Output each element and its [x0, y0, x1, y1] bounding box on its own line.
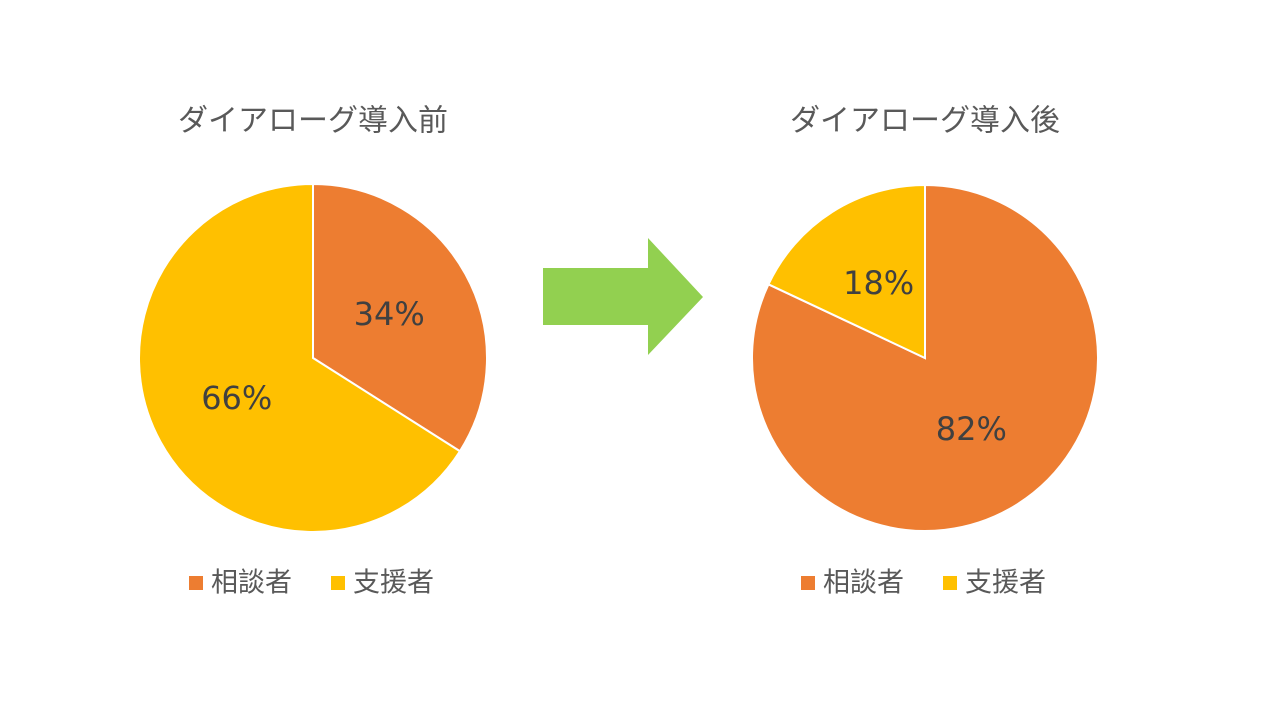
data-label: 66%	[201, 379, 272, 417]
legend-swatch	[189, 576, 203, 590]
data-label: 18%	[843, 264, 914, 302]
data-label: 34%	[354, 295, 425, 333]
legend-label: 支援者	[965, 568, 1046, 599]
pie-slice	[767, 183, 926, 360]
legend-swatch	[943, 576, 957, 590]
pie-slice	[138, 182, 462, 533]
legend-label: 相談者	[211, 568, 292, 599]
chart-title: ダイアローグ導入後	[790, 104, 1060, 139]
arrow	[543, 238, 703, 355]
legend-label: 相談者	[823, 568, 904, 599]
legend-swatch	[331, 576, 345, 590]
data-label: 82%	[936, 410, 1007, 448]
legend-swatch	[801, 576, 815, 590]
legend-label: 支援者	[353, 568, 434, 599]
chart-title: ダイアローグ導入前	[178, 104, 448, 139]
